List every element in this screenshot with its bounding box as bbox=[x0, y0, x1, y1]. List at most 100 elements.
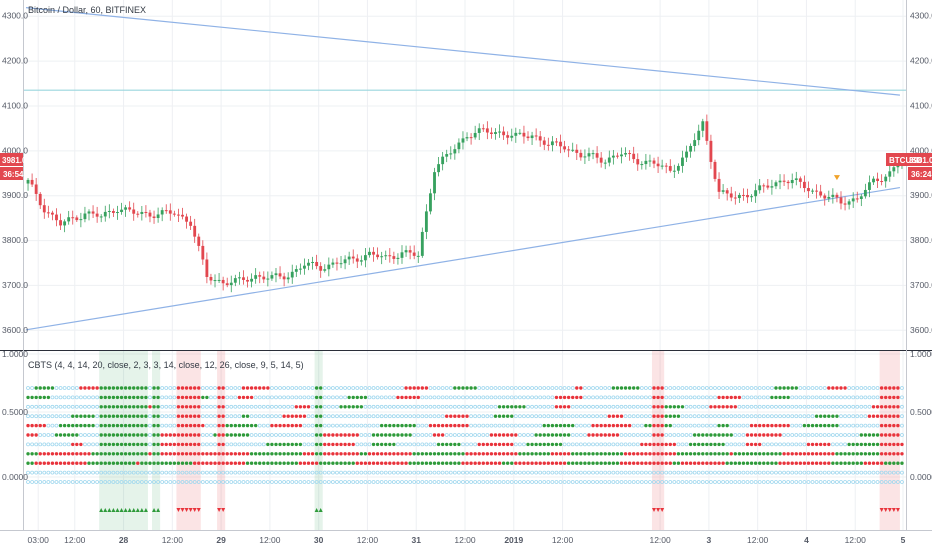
neutral-dot bbox=[91, 470, 95, 475]
bullish-dot bbox=[136, 433, 140, 437]
neutral-dot bbox=[302, 470, 307, 475]
neutral-dot bbox=[643, 414, 648, 419]
neutral-dot bbox=[733, 433, 738, 437]
bullish-dot bbox=[566, 461, 571, 465]
neutral-dot bbox=[290, 433, 295, 437]
buy-arrow bbox=[111, 508, 116, 512]
neutral-dot bbox=[396, 480, 400, 484]
bearish-dot bbox=[306, 461, 311, 465]
neutral-dot bbox=[412, 442, 417, 447]
bullish-dot bbox=[119, 405, 124, 409]
neutral-dot bbox=[879, 480, 884, 484]
bullish-dot bbox=[599, 461, 603, 465]
neutral-dot bbox=[200, 470, 205, 475]
candle-up bbox=[79, 219, 83, 221]
bullish-dot bbox=[34, 386, 38, 390]
neutral-dot bbox=[412, 480, 417, 484]
neutral-dot bbox=[396, 414, 400, 419]
bearish-dot bbox=[363, 461, 368, 465]
bearish-dot bbox=[717, 395, 721, 400]
bullish-dot bbox=[213, 433, 217, 437]
neutral-dot bbox=[209, 480, 213, 484]
candle-up bbox=[124, 207, 128, 210]
bullish-dot bbox=[132, 423, 136, 428]
bullish-dot bbox=[558, 442, 563, 447]
neutral-dot bbox=[871, 395, 876, 400]
bearish-dot bbox=[623, 452, 628, 456]
bullish-dot bbox=[587, 461, 591, 465]
neutral-dot bbox=[192, 480, 197, 484]
neutral-dot bbox=[591, 414, 595, 419]
bearish-dot bbox=[892, 423, 896, 428]
neutral-dot bbox=[798, 470, 803, 475]
neutral-dot bbox=[457, 395, 461, 400]
neutral-dot bbox=[522, 470, 526, 475]
bullish-dot bbox=[136, 405, 140, 409]
bullish-dot bbox=[26, 461, 30, 465]
bearish-dot bbox=[575, 395, 579, 400]
bullish-dot bbox=[717, 423, 721, 428]
neutral-dot bbox=[310, 470, 315, 475]
countdown-right-box bbox=[908, 167, 932, 180]
neutral-dot bbox=[318, 470, 323, 475]
bullish-dot bbox=[534, 442, 538, 447]
bullish-dot bbox=[79, 423, 83, 428]
candle-up bbox=[473, 132, 477, 138]
bearish-dot bbox=[485, 442, 490, 447]
neutral-dot bbox=[542, 404, 547, 409]
neutral-dot bbox=[859, 386, 864, 390]
bearish-dot bbox=[225, 452, 229, 456]
candle-down bbox=[168, 210, 172, 214]
neutral-dot bbox=[265, 414, 270, 419]
neutral-dot bbox=[225, 470, 230, 475]
neutral-dot bbox=[261, 395, 266, 400]
bearish-dot bbox=[286, 414, 290, 418]
bearish-dot bbox=[445, 423, 449, 428]
bullish-dot bbox=[680, 405, 685, 409]
bullish-dot bbox=[843, 461, 847, 465]
candle-up bbox=[811, 190, 814, 192]
signal-arrows bbox=[99, 508, 900, 512]
bullish-dot bbox=[266, 452, 270, 456]
neutral-dot bbox=[383, 404, 388, 409]
bearish-dot bbox=[34, 423, 38, 428]
neutral-dot bbox=[709, 395, 713, 400]
neutral-dot bbox=[363, 433, 368, 437]
bullish-dot bbox=[111, 423, 116, 428]
candle-down bbox=[538, 136, 542, 141]
bearish-dot bbox=[652, 461, 656, 465]
bearish-dot bbox=[375, 461, 380, 465]
neutral-dot bbox=[404, 480, 408, 484]
neutral-dot bbox=[851, 470, 856, 475]
bullish-dot bbox=[388, 433, 392, 437]
neutral-dot bbox=[428, 442, 433, 447]
neutral-dot bbox=[660, 480, 665, 484]
bearish-dot bbox=[184, 433, 189, 437]
bullish-dot bbox=[896, 461, 900, 465]
neutral-dot bbox=[737, 423, 742, 428]
bullish-dot bbox=[668, 405, 672, 409]
neutral-dot bbox=[249, 433, 254, 437]
neutral-dot bbox=[737, 433, 742, 437]
bearish-dot bbox=[627, 461, 632, 465]
neutral-dot bbox=[217, 470, 221, 475]
bearish-dot bbox=[558, 461, 563, 465]
sell-arrow bbox=[887, 508, 892, 512]
neutral-dot bbox=[843, 414, 847, 419]
bearish-dot bbox=[221, 386, 225, 390]
price-tick-right: 4100.0 bbox=[910, 100, 932, 110]
neutral-dot bbox=[34, 480, 39, 484]
neutral-dot bbox=[704, 423, 709, 428]
bearish-dot bbox=[644, 461, 648, 465]
bullish-dot bbox=[278, 461, 282, 465]
neutral-dot bbox=[347, 470, 352, 475]
candle-up bbox=[270, 275, 274, 279]
neutral-dot bbox=[294, 480, 299, 484]
neutral-dot bbox=[477, 470, 482, 475]
bearish-dot bbox=[245, 395, 250, 400]
neutral-dot bbox=[30, 480, 34, 484]
bullish-dot bbox=[156, 386, 160, 390]
bearish-dot bbox=[184, 414, 189, 418]
bullish-dot bbox=[725, 423, 729, 428]
